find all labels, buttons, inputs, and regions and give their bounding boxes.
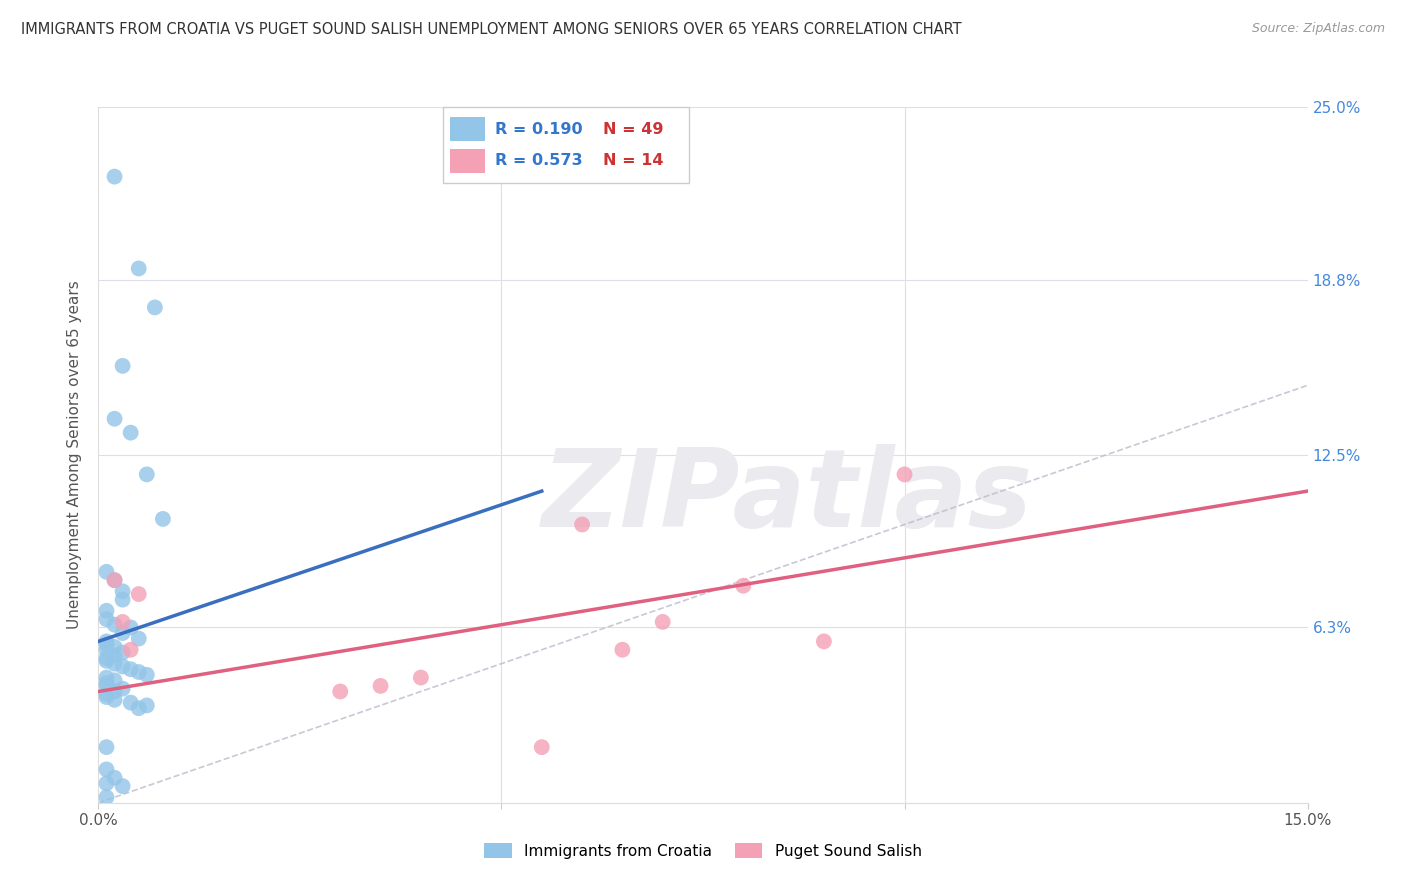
- Text: R = 0.190: R = 0.190: [495, 121, 582, 136]
- Point: [111, 626, 134, 640]
- Point: [96, 637, 118, 651]
- Point: [96, 604, 118, 618]
- Point: [96, 763, 118, 777]
- Point: [103, 673, 125, 688]
- Point: [96, 690, 118, 704]
- Point: [103, 693, 125, 707]
- Point: [96, 642, 118, 657]
- Point: [120, 620, 142, 634]
- Point: [111, 779, 134, 793]
- Point: [111, 646, 134, 660]
- Point: [409, 671, 432, 685]
- Point: [96, 565, 118, 579]
- Point: [893, 467, 915, 482]
- Point: [96, 740, 118, 755]
- Point: [103, 648, 125, 663]
- Text: Source: ZipAtlas.com: Source: ZipAtlas.com: [1251, 22, 1385, 36]
- Point: [128, 665, 150, 679]
- Point: [612, 642, 634, 657]
- Point: [813, 634, 835, 648]
- Point: [111, 659, 134, 673]
- Point: [128, 632, 150, 646]
- Point: [103, 617, 125, 632]
- Point: [103, 573, 125, 587]
- Point: [135, 467, 157, 482]
- Point: [571, 517, 593, 532]
- Point: [370, 679, 392, 693]
- Point: [329, 684, 352, 698]
- Text: IMMIGRANTS FROM CROATIA VS PUGET SOUND SALISH UNEMPLOYMENT AMONG SENIORS OVER 65: IMMIGRANTS FROM CROATIA VS PUGET SOUND S…: [21, 22, 962, 37]
- Text: N = 14: N = 14: [603, 153, 664, 169]
- Point: [111, 592, 134, 607]
- Point: [103, 573, 125, 587]
- Point: [96, 676, 118, 690]
- Point: [103, 684, 125, 698]
- Bar: [450, 149, 485, 173]
- Point: [96, 651, 118, 665]
- Point: [103, 640, 125, 654]
- Point: [103, 411, 125, 425]
- Point: [96, 612, 118, 626]
- Point: [103, 657, 125, 671]
- Point: [96, 679, 118, 693]
- Point: [120, 642, 142, 657]
- Point: [651, 615, 673, 629]
- Point: [120, 425, 142, 440]
- Point: [530, 740, 553, 755]
- Point: [111, 584, 134, 599]
- Legend: Immigrants from Croatia, Puget Sound Salish: Immigrants from Croatia, Puget Sound Sal…: [478, 837, 928, 864]
- Bar: [450, 117, 485, 141]
- Point: [111, 615, 134, 629]
- Point: [111, 359, 134, 373]
- Point: [103, 771, 125, 785]
- Point: [135, 667, 157, 681]
- Point: [111, 681, 134, 696]
- Point: [128, 587, 150, 601]
- Point: [135, 698, 157, 713]
- Point: [96, 654, 118, 668]
- Point: [120, 662, 142, 676]
- Y-axis label: Unemployment Among Seniors over 65 years: Unemployment Among Seniors over 65 years: [67, 281, 83, 629]
- Text: N = 49: N = 49: [603, 121, 664, 136]
- Point: [733, 579, 755, 593]
- Point: [128, 261, 150, 276]
- Point: [96, 776, 118, 790]
- Point: [96, 671, 118, 685]
- Point: [120, 696, 142, 710]
- Text: R = 0.573: R = 0.573: [495, 153, 582, 169]
- Point: [128, 701, 150, 715]
- Point: [103, 169, 125, 184]
- Point: [96, 687, 118, 701]
- Point: [96, 634, 118, 648]
- Point: [143, 301, 166, 315]
- Point: [96, 790, 118, 805]
- Point: [152, 512, 174, 526]
- Text: ZIPatlas: ZIPatlas: [543, 443, 1033, 549]
- FancyBboxPatch shape: [443, 107, 689, 183]
